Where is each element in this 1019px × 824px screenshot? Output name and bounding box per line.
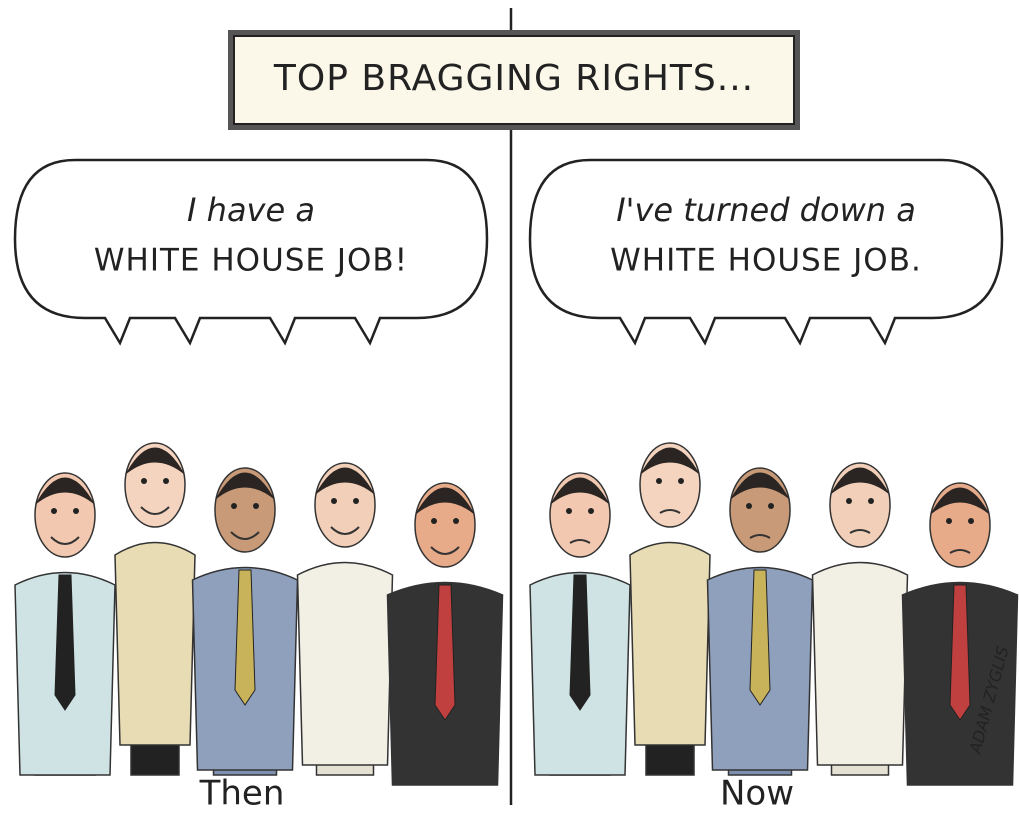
mouth (140, 506, 170, 515)
eye (868, 498, 874, 504)
mouth (949, 549, 971, 554)
tie (234, 569, 256, 706)
speech-bubble (528, 158, 1004, 346)
mouth (330, 526, 360, 535)
torso (114, 541, 196, 746)
mouth (430, 546, 460, 555)
title-box (233, 35, 795, 125)
torso (811, 561, 909, 766)
hair (315, 467, 375, 495)
title: TOP BRAGGING RIGHTS... (273, 58, 754, 99)
eye (768, 503, 774, 509)
hair (215, 472, 275, 500)
torso (629, 541, 711, 746)
person (706, 467, 814, 776)
person (629, 442, 711, 776)
eye (968, 518, 974, 524)
tie (54, 574, 76, 711)
caption: Now (720, 774, 794, 814)
hair (550, 477, 610, 505)
tie (949, 584, 971, 721)
hair (730, 472, 790, 500)
mouth (50, 536, 80, 545)
eye (163, 478, 169, 484)
person (386, 482, 504, 786)
speech-line: WHITE HOUSE JOB! (94, 243, 408, 279)
mouth (749, 534, 771, 539)
mouth (849, 529, 871, 534)
hair (640, 447, 700, 475)
hair (830, 467, 890, 495)
eye (946, 518, 952, 524)
mouth (659, 509, 681, 514)
mouth (230, 531, 260, 540)
person (14, 472, 116, 776)
hair (35, 477, 95, 505)
speech-bubble (13, 158, 489, 346)
eye (453, 518, 459, 524)
speech-line: I have a (187, 191, 315, 229)
panel: I have a WHITE HOUSE JOB! Then (13, 158, 504, 814)
eye (656, 478, 662, 484)
eye (141, 478, 147, 484)
eye (566, 508, 572, 514)
eye (73, 508, 79, 514)
panels: I have a WHITE HOUSE JOB! Then I've turned … (13, 158, 1019, 814)
caption: Then (199, 774, 285, 814)
person (529, 472, 631, 776)
tie (569, 574, 591, 711)
hair (125, 447, 185, 475)
person (296, 462, 394, 776)
speech-line: WHITE HOUSE JOB. (610, 243, 922, 279)
eye (353, 498, 359, 504)
speech-line: I've turned down a (616, 191, 916, 229)
hair (930, 487, 990, 515)
eye (253, 503, 259, 509)
eye (678, 478, 684, 484)
hair (415, 487, 475, 515)
panel: I've turned down a WHITE HOUSE JOB. Now (528, 158, 1019, 814)
person (191, 467, 299, 776)
eye (846, 498, 852, 504)
person (811, 462, 909, 776)
eye (431, 518, 437, 524)
person (901, 482, 1019, 786)
mouth (569, 539, 591, 544)
eye (51, 508, 57, 514)
person (114, 442, 196, 776)
tie (749, 569, 771, 706)
eye (588, 508, 594, 514)
eye (331, 498, 337, 504)
torso (296, 561, 394, 766)
eye (746, 503, 752, 509)
eye (231, 503, 237, 509)
tie (434, 584, 456, 721)
